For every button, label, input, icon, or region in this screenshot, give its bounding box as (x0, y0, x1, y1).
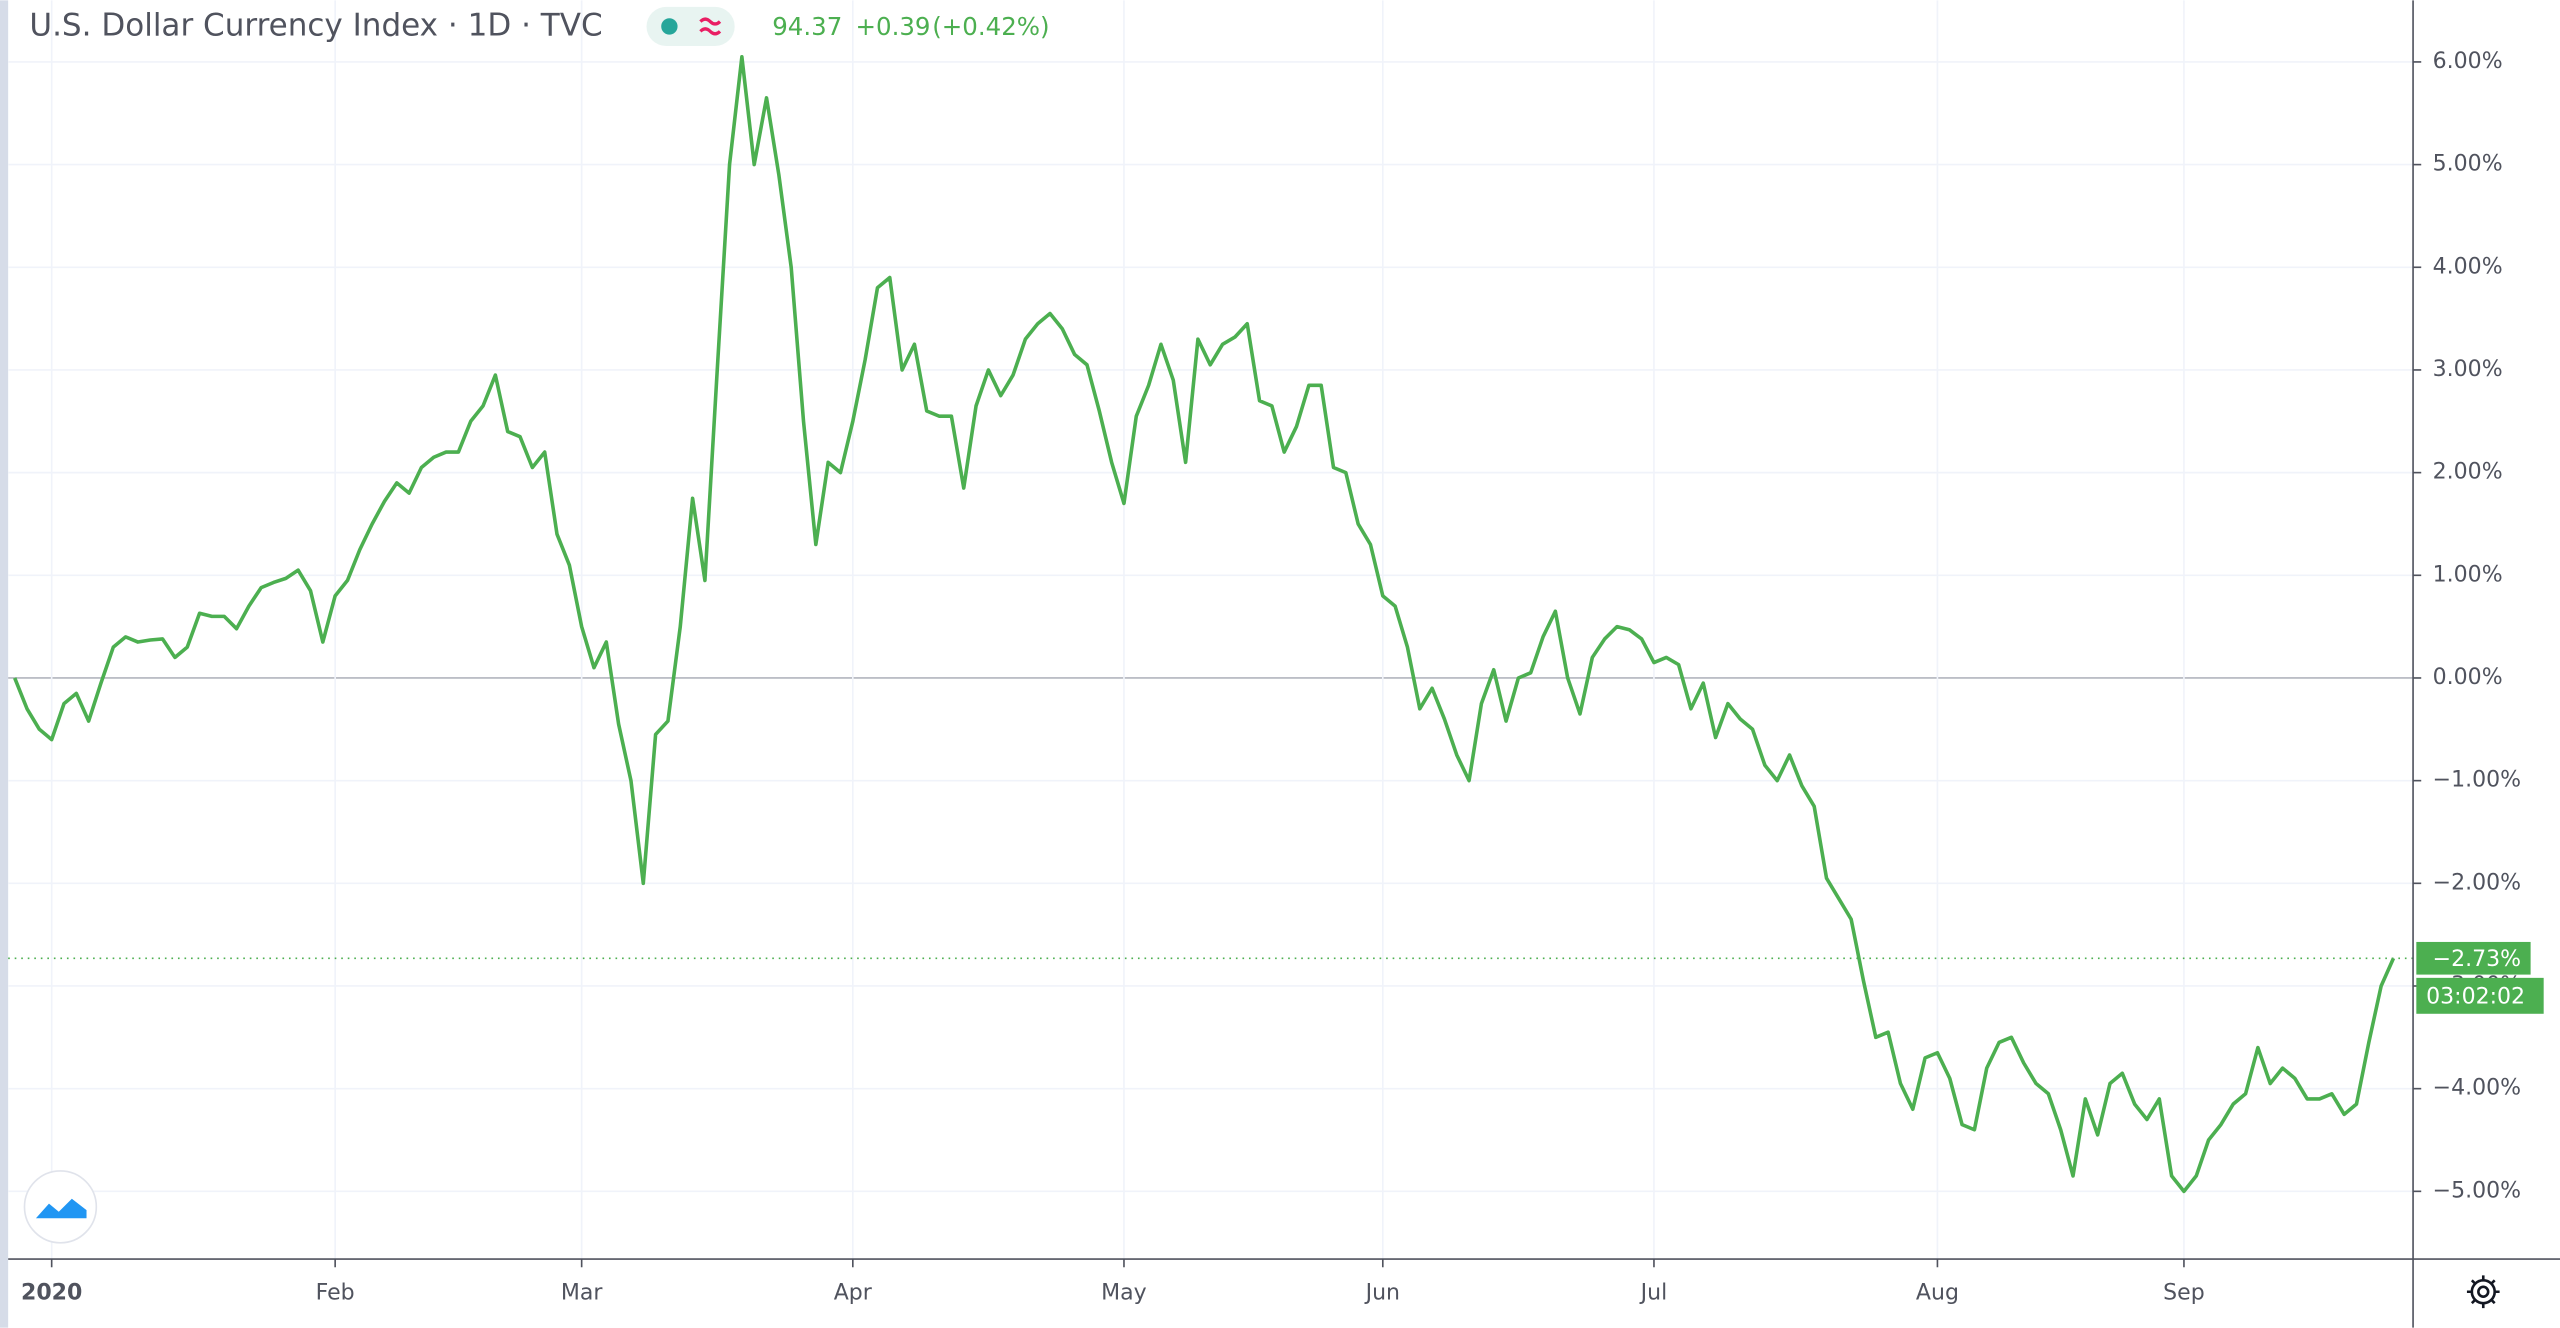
x-tick-label: Feb (316, 1280, 355, 1305)
status-pill[interactable] (646, 6, 735, 47)
last-price-label: −2.73% (2433, 947, 2521, 972)
x-tick-label: Sep (2163, 1280, 2205, 1305)
change: +0.39 (856, 12, 931, 41)
marks (8, 55, 2414, 1194)
x-tick-label: Aug (1916, 1280, 1959, 1305)
y-tick-label: −4.00% (2433, 1076, 2521, 1101)
last-price-badge (2416, 941, 2531, 975)
logo[interactable] (23, 1170, 98, 1244)
y-tick-label: −5.00% (2433, 1178, 2521, 1203)
x-tick-label: Jun (1364, 1280, 1400, 1305)
status-dot (661, 18, 678, 35)
y-tick-label: −2.00% (2433, 870, 2521, 895)
y-tick-label: 4.00% (2433, 254, 2503, 279)
price-line (13, 55, 2396, 1194)
countdown: 03:02:02 (2426, 984, 2525, 1009)
x-tick-label: 2020 (21, 1280, 82, 1305)
compare-icon (699, 17, 722, 36)
y-tick-label: 2.00% (2433, 460, 2503, 485)
x-tick-label: Jul (1639, 1280, 1668, 1305)
grid (8, 0, 2414, 1260)
countdown-badge (2416, 977, 2544, 1014)
settings-icon[interactable] (2466, 1275, 2500, 1309)
y-tick-label: 1.00% (2433, 562, 2503, 587)
chart-title: U.S. Dollar Currency Index · 1D · TVC (29, 7, 602, 43)
labels: 6.00% 5.00% 4.00% 3.00% 2.00% 1.00% 0.00% −1.00… (21, 49, 2544, 1305)
logo-shape (35, 1198, 87, 1219)
price: 94.37 (772, 12, 842, 41)
y-tick-label: 3.00% (2433, 357, 2503, 382)
x-tick-label: May (1101, 1280, 1147, 1305)
change-percent: (+0.42%) (932, 12, 1049, 41)
x-tick-label: Apr (834, 1280, 873, 1305)
y-tick-label: 0.00% (2433, 665, 2503, 690)
y-tick-label: 5.00% (2433, 152, 2503, 177)
x-tick-label: Mar (561, 1280, 604, 1305)
y-tick-label: 6.00% (2433, 49, 2503, 74)
left-edge (0, 0, 9, 1328)
y-tick-label: −1.00% (2433, 768, 2521, 793)
